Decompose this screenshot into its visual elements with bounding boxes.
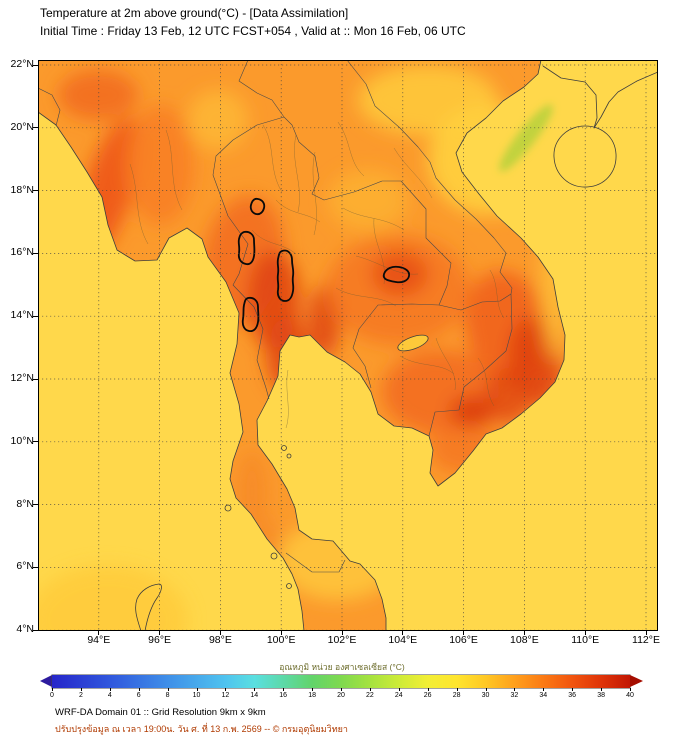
colorbar-tick-label: 40 — [626, 692, 634, 699]
page-title: Temperature at 2m above ground(°C) - [Da… — [40, 6, 349, 20]
temperature-contours — [237, 197, 411, 333]
colorbar-tick-label: 16 — [279, 692, 288, 699]
colorbar-tick-mark — [514, 688, 516, 691]
lon-tick-label: 104°E — [388, 634, 418, 646]
lat-tick-label: 16°N — [10, 246, 34, 259]
colorbar-tick-label: 38 — [597, 692, 605, 699]
colorbar-tick-mark — [341, 688, 342, 691]
lon-tick-mark — [98, 631, 100, 635]
colorbar-tick-mark — [167, 688, 169, 691]
colorbar-label: อุณหภูมิ หน่วย องศาเซลเซียส (°C) — [279, 662, 405, 672]
colorbar-tick-mark — [427, 688, 429, 691]
colorbar-tick-mark — [398, 688, 400, 691]
province-borders — [129, 121, 505, 429]
lon-tick-label: 108°E — [510, 634, 539, 646]
lat-tick-mark — [33, 441, 38, 443]
colorbar-tick-label: 28 — [452, 692, 461, 699]
lat-tick-mark — [33, 504, 38, 506]
country-borders — [37, 59, 513, 573]
lon-tick-mark — [523, 631, 525, 635]
colorbar-tick-mark — [138, 688, 140, 691]
colorbar-tick-label: 30 — [481, 692, 490, 699]
cool-streak — [499, 104, 553, 172]
colorbar-tick-mark — [572, 688, 574, 691]
lat-tick-label: 6°N — [16, 560, 34, 573]
lat-tick-label: 4°N — [16, 623, 34, 636]
colorbar-tick-label: 14 — [250, 692, 259, 699]
lon-tick-label: 98°E — [208, 634, 232, 646]
lon-tick-label: 94°E — [87, 634, 111, 646]
lon-tick-label: 102°E — [327, 634, 357, 646]
lon-tick-mark — [402, 631, 404, 635]
colorbar-tick-mark — [109, 688, 111, 691]
lat-tick-mark — [33, 566, 38, 568]
colorbar-tick-mark — [254, 688, 256, 691]
colorbar-tick-mark — [283, 688, 285, 691]
colorbar-tick-mark — [196, 688, 198, 691]
colorbar-tick-mark — [485, 688, 487, 691]
colorbar-tick-label: 6 — [136, 692, 141, 699]
footer-model-info: WRF-DA Domain 01 :: Grid Resolution 9km … — [55, 707, 266, 718]
colorbar-tick-label: 22 — [365, 692, 374, 699]
lat-tick-label: 12°N — [10, 372, 34, 384]
lon-tick-mark — [159, 631, 161, 635]
lat-tick-label: 18°N — [10, 183, 34, 196]
colorbar-tick-label: 36 — [568, 692, 577, 699]
colorbar-tick-label: 0 — [50, 692, 54, 699]
lat-tick-label: 10°N — [10, 434, 34, 447]
lon-tick-label: 96°E — [148, 634, 172, 646]
colorbar-tick-label: 34 — [539, 692, 548, 699]
colorbar-tick-mark — [225, 688, 227, 691]
colorbar-tick-label: 12 — [221, 692, 230, 699]
lat-tick-mark — [33, 378, 38, 380]
lat-tick-mark — [33, 64, 38, 66]
lon-tick-label: 112°E — [632, 634, 660, 646]
colorbar-tick-mark — [80, 688, 82, 691]
colorbar-tick-label: 32 — [510, 692, 519, 699]
colorbar-tick-mark — [52, 688, 53, 691]
lon-tick-label: 106°E — [449, 634, 478, 646]
lon-tick-mark — [584, 631, 586, 635]
colorbar-tick-label: 24 — [394, 692, 403, 699]
colorbar-left-arrow — [40, 675, 52, 687]
lat-tick-mark — [33, 190, 38, 192]
lon-tick-label: 110°E — [571, 634, 600, 646]
colorbar-tick-label: 10 — [192, 692, 201, 699]
colorbar-tick-mark — [601, 688, 603, 691]
colorbar-tick-mark — [630, 688, 631, 691]
page-subtitle: Initial Time : Friday 13 Feb, 12 UTC FCS… — [40, 24, 466, 38]
colorbar-tick-mark — [312, 688, 314, 691]
colorbar-tick-label: 26 — [423, 692, 432, 699]
colorbar — [40, 675, 643, 688]
lon-tick-label: 100°E — [266, 634, 296, 646]
lon-tick-mark — [341, 631, 343, 635]
lon-tick-mark — [219, 631, 221, 635]
colorbar-tick-label: 2 — [78, 692, 83, 699]
lat-tick-label: 8°N — [16, 497, 34, 510]
colorbar-tick-mark — [456, 688, 458, 691]
colorbar-tick-label: 20 — [337, 692, 345, 699]
coastlines — [37, 59, 659, 632]
colorbar-tick-label: 8 — [165, 692, 170, 699]
lon-tick-mark — [645, 631, 647, 635]
map-frame — [38, 60, 658, 631]
lat-tick-mark — [33, 315, 38, 317]
lon-tick-mark — [280, 631, 282, 635]
colorbar-tick-mark — [369, 688, 371, 691]
lat-tick-label: 14°N — [10, 309, 34, 322]
map-canvas — [28, 59, 659, 675]
colorbar-gradient — [52, 675, 630, 688]
colorbar-right-arrow — [630, 675, 643, 687]
colorbar-tick-mark — [543, 688, 545, 691]
lat-tick-label: 20°N — [10, 120, 34, 133]
lat-tick-mark — [33, 252, 38, 254]
lat-tick-mark — [33, 127, 38, 129]
lon-tick-mark — [463, 631, 465, 635]
colorbar-tick-label: 18 — [308, 692, 316, 699]
lat-tick-mark — [33, 629, 38, 631]
colorbar-tick-label: 4 — [107, 692, 112, 699]
lat-tick-label: 22°N — [10, 58, 34, 70]
footer-update-info: ปรับปรุงข้อมูล ณ เวลา 19:00น. วัน ศ. ที่… — [55, 724, 348, 734]
